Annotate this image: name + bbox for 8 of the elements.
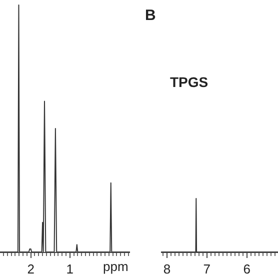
chart-title: TPGS: [170, 74, 208, 90]
x-axis-title: ppm: [103, 259, 128, 274]
text: B: [145, 7, 156, 24]
x-tick-label: 2: [27, 262, 34, 277]
x-tick-label: 7: [203, 262, 211, 277]
x-tick-label: 6: [243, 262, 250, 277]
x-tick-label: 8: [163, 262, 171, 277]
x-tick-label: 1: [66, 262, 74, 277]
